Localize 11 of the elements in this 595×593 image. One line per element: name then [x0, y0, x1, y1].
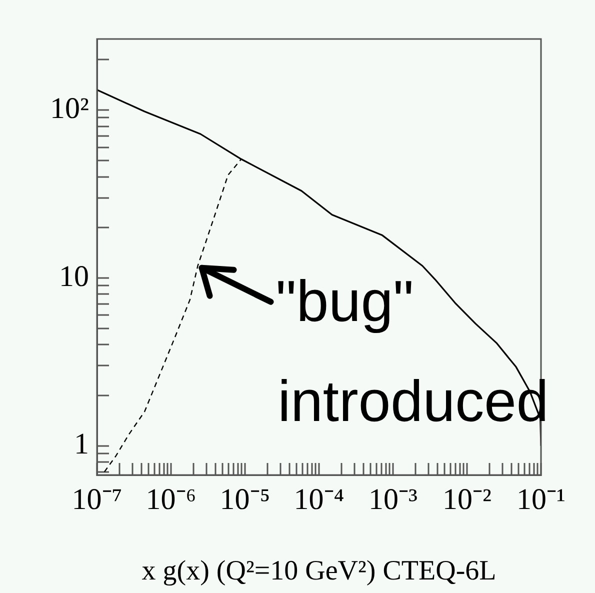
x-tick-label: 10⁻⁶ — [146, 482, 196, 516]
x-tick-label: 10⁻² — [442, 482, 492, 516]
x-tick-label: 10⁻¹ — [516, 482, 566, 516]
y-tick-label: 10² — [50, 92, 89, 125]
y-tick-label: 10 — [59, 260, 89, 293]
x-tick-label: 10⁻³ — [368, 482, 418, 516]
y-tick-label: 1 — [74, 428, 89, 461]
x-tick-label: 10⁻⁷ — [72, 482, 122, 516]
x-tick-label: 10⁻⁴ — [294, 482, 344, 516]
x-axis-title: x g(x) (Q²=10 GeV²) CTEQ-6L — [142, 556, 496, 587]
x-tick-label: 10⁻⁵ — [220, 482, 270, 516]
